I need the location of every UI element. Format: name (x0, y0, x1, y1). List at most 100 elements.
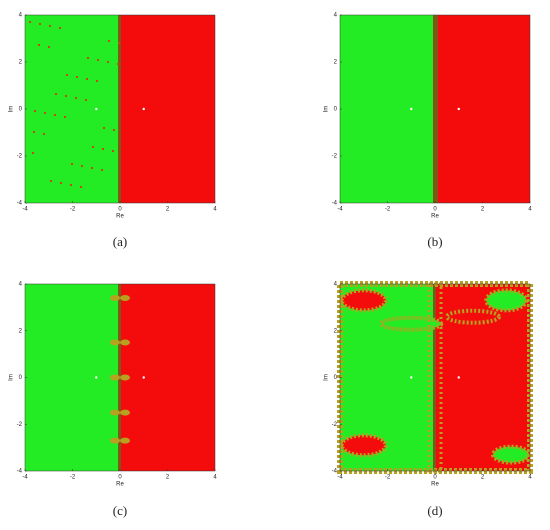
speck (55, 93, 57, 95)
y-tick-label: 0 (19, 375, 23, 381)
speck (66, 74, 68, 76)
x-tick-label: 2 (166, 207, 170, 213)
x-tick-label: -4 (22, 207, 28, 213)
speck (43, 133, 45, 135)
y-tick-label: 0 (19, 107, 23, 113)
panel-caption: (a) (113, 234, 127, 249)
x-tick-label: -2 (70, 475, 76, 481)
x-tick-label: -2 (70, 207, 76, 213)
petal (120, 437, 130, 444)
speck (38, 44, 40, 46)
y-tick-label: 2 (334, 60, 338, 66)
speck (76, 76, 78, 78)
x-tick-label: 4 (213, 207, 217, 213)
speck (80, 186, 82, 188)
x-tick-label: 4 (528, 475, 532, 481)
y-tick-label: -4 (17, 469, 23, 475)
y-axis-label: Im (324, 106, 330, 113)
boundary-strip (433, 284, 436, 471)
fractal-region (339, 288, 388, 313)
x-tick-label: -4 (337, 207, 343, 213)
petal (110, 374, 120, 381)
x-axis-label: Re (431, 214, 439, 220)
x-tick-label: 0 (433, 207, 437, 213)
basin-left (25, 15, 119, 203)
speck (50, 180, 52, 182)
petal (120, 339, 130, 346)
boundary-strip (433, 15, 438, 203)
petal (120, 295, 130, 302)
x-tick-label: 0 (118, 475, 122, 481)
speck (33, 131, 35, 133)
speck (91, 167, 93, 169)
speck (107, 61, 109, 63)
y-axis-label: Im (9, 106, 15, 113)
root (410, 107, 413, 111)
speck (70, 184, 72, 186)
root (142, 376, 145, 379)
panel-caption: (b) (427, 234, 442, 249)
panel-caption: (c) (113, 503, 127, 518)
speck (59, 27, 61, 29)
x-axis-label: Re (116, 482, 124, 488)
x-axis-label: Re (116, 214, 124, 220)
speck (117, 63, 119, 65)
y-tick-label: -2 (17, 154, 23, 160)
root (410, 376, 413, 379)
speck (102, 148, 104, 150)
fractal-region (339, 433, 388, 458)
y-axis-label: Im (9, 374, 15, 381)
petal (110, 295, 120, 302)
speck (75, 97, 77, 99)
y-tick-label: 0 (334, 375, 338, 381)
petal (110, 409, 120, 416)
speck (54, 114, 56, 116)
x-tick-label: 4 (528, 207, 532, 213)
y-axis-label: Im (324, 374, 330, 381)
y-tick-label: -4 (17, 201, 23, 207)
root (457, 107, 460, 111)
speck (86, 78, 88, 80)
y-tick-label: 2 (334, 328, 338, 334)
speck (44, 112, 46, 114)
root (142, 107, 145, 111)
x-tick-label: 2 (481, 207, 485, 213)
fractal-region (445, 308, 501, 325)
basin-right (119, 284, 215, 471)
speck (101, 169, 103, 171)
y-tick-label: 4 (334, 13, 338, 19)
speck (39, 23, 41, 25)
speck (92, 146, 94, 148)
speck (112, 150, 114, 152)
y-tick-label: 0 (334, 107, 338, 113)
y-tick-label: -2 (17, 422, 23, 428)
fractal-region (491, 444, 531, 465)
petal (120, 374, 130, 381)
basin-left (25, 284, 119, 471)
x-tick-label: -2 (385, 207, 391, 213)
basin-left (340, 15, 434, 203)
petal (120, 409, 130, 416)
speck (71, 163, 73, 165)
boundary-strip (118, 15, 121, 203)
x-tick-label: 2 (481, 475, 485, 481)
root (95, 376, 98, 379)
x-tick-label: 0 (118, 207, 122, 213)
y-tick-label: -4 (332, 469, 338, 475)
basin-right (434, 15, 530, 203)
speck (34, 110, 36, 112)
fractal-region (484, 288, 529, 313)
speck (48, 46, 50, 48)
y-tick-label: 2 (19, 60, 23, 66)
speck (87, 57, 89, 59)
panel-caption: (d) (427, 503, 442, 518)
speck (118, 42, 120, 44)
y-tick-label: -2 (332, 422, 338, 428)
speck (64, 116, 66, 118)
root (95, 107, 98, 111)
x-tick-label: -4 (22, 475, 28, 481)
speck (113, 129, 115, 131)
x-tick-label: -4 (337, 475, 343, 481)
fractal-region (379, 315, 444, 332)
x-tick-label: 2 (166, 475, 170, 481)
